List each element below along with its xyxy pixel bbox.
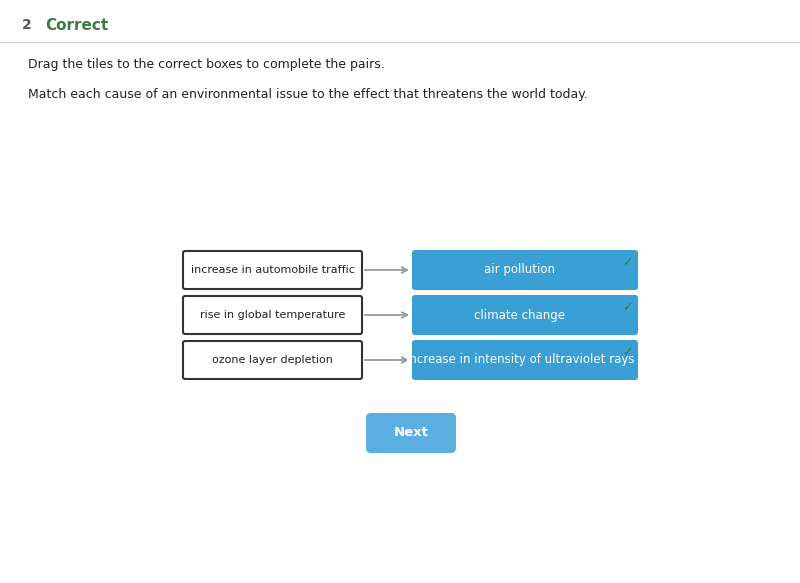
FancyBboxPatch shape: [183, 296, 362, 334]
Text: Drag the tiles to the correct boxes to complete the pairs.: Drag the tiles to the correct boxes to c…: [28, 58, 385, 71]
Text: Correct: Correct: [45, 18, 108, 33]
Text: Match each cause of an environmental issue to the effect that threatens the worl: Match each cause of an environmental iss…: [28, 88, 588, 101]
FancyBboxPatch shape: [412, 340, 638, 380]
Text: ✓: ✓: [622, 256, 633, 269]
Text: 2: 2: [22, 18, 32, 32]
FancyBboxPatch shape: [183, 251, 362, 289]
FancyBboxPatch shape: [366, 413, 456, 453]
Text: air pollution: air pollution: [485, 264, 555, 276]
Text: increase in intensity of ultraviolet rays: increase in intensity of ultraviolet ray…: [406, 353, 634, 367]
Text: ozone layer depletion: ozone layer depletion: [212, 355, 333, 365]
FancyBboxPatch shape: [412, 250, 638, 290]
Text: climate change: climate change: [474, 308, 566, 321]
Text: Next: Next: [394, 427, 429, 440]
FancyBboxPatch shape: [412, 295, 638, 335]
Text: ✓: ✓: [622, 346, 633, 359]
FancyBboxPatch shape: [183, 341, 362, 379]
Text: increase in automobile traffic: increase in automobile traffic: [190, 265, 354, 275]
Text: rise in global temperature: rise in global temperature: [200, 310, 345, 320]
Text: ✓: ✓: [622, 301, 633, 314]
